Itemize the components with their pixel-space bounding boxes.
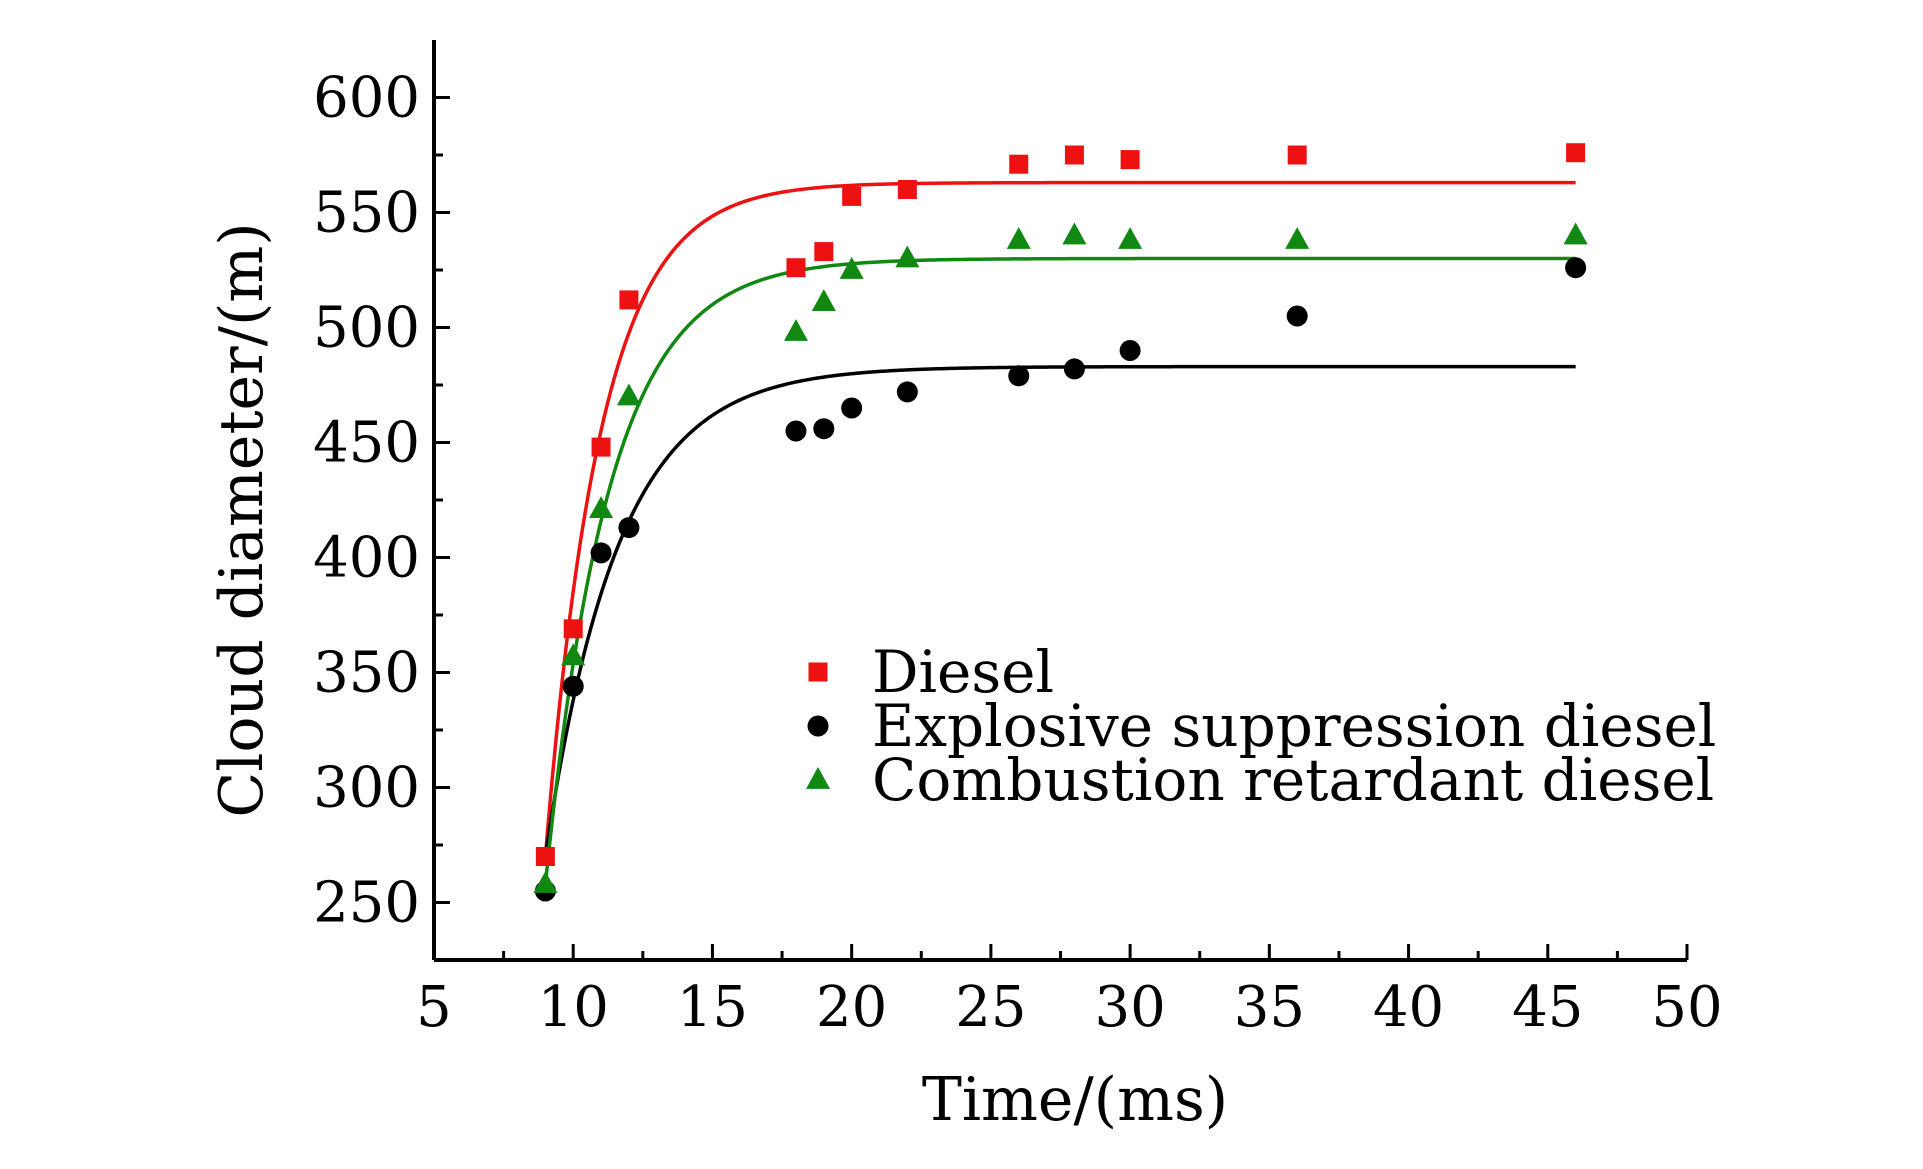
x-tick-label: 15 xyxy=(677,975,748,1040)
data-point-circle xyxy=(1565,257,1587,279)
data-point-circle xyxy=(618,517,640,539)
data-point-square xyxy=(786,258,806,278)
y-tick-label: 500 xyxy=(313,296,420,361)
data-point-square xyxy=(897,180,917,199)
x-tick-label: 20 xyxy=(816,975,887,1040)
data-point-square xyxy=(842,186,862,206)
data-point-square xyxy=(1009,154,1029,174)
data-point-triangle xyxy=(783,319,808,341)
data-point-triangle xyxy=(533,871,558,893)
x-axis-title: Time/(ms) xyxy=(922,1065,1228,1135)
data-point-triangle xyxy=(616,383,641,406)
data-point-triangle xyxy=(1062,222,1087,245)
data-point-square xyxy=(619,290,639,310)
x-tick-label: 50 xyxy=(1651,975,1722,1040)
x-tick-label: 45 xyxy=(1512,975,1583,1040)
data-point-circle xyxy=(1119,340,1141,361)
x-tick-label: 30 xyxy=(1094,975,1165,1040)
data-points xyxy=(533,143,1588,902)
data-point-circle xyxy=(1286,305,1308,327)
data-point-square xyxy=(563,619,583,639)
data-point-triangle xyxy=(839,256,864,279)
data-point-triangle xyxy=(1563,222,1588,245)
legend-marker-square xyxy=(808,662,828,682)
fit-curve-square xyxy=(543,180,1576,857)
data-point-triangle xyxy=(1118,227,1143,249)
data-point-circle xyxy=(590,542,612,564)
data-point-square xyxy=(591,437,611,457)
data-point-square xyxy=(1566,143,1586,163)
y-tick-label: 250 xyxy=(313,871,420,936)
legend-marker-circle xyxy=(807,715,829,737)
y-tick-label: 300 xyxy=(313,756,420,821)
fit-curve-triangle xyxy=(543,256,1576,885)
legend-label: Combustion retardant diesel xyxy=(872,746,1714,814)
axes: 5 10 15 20 25 30 35 40 45 50 250 300 350 400 450 500 550… xyxy=(313,40,1723,1040)
data-point-circle xyxy=(1063,358,1085,380)
y-tick-label: 350 xyxy=(313,641,420,706)
legend-marker-triangle xyxy=(806,766,830,789)
data-point-triangle xyxy=(1285,227,1310,249)
data-point-square xyxy=(1287,145,1307,165)
y-tick-label: 550 xyxy=(313,181,420,246)
data-point-triangle xyxy=(811,289,836,312)
x-tick-label: 10 xyxy=(538,975,609,1040)
y-tick-label: 400 xyxy=(313,526,420,591)
data-point-circle xyxy=(813,418,835,440)
x-tick-label: 40 xyxy=(1373,975,1444,1040)
legend-label: Explosive suppression diesel xyxy=(872,692,1716,760)
y-tick-label: 450 xyxy=(313,411,420,476)
data-point-triangle xyxy=(561,643,586,666)
data-point-triangle xyxy=(1006,227,1031,249)
data-point-triangle xyxy=(895,245,920,268)
data-point-circle xyxy=(841,397,863,419)
fit-curves xyxy=(543,180,1576,885)
legend-label: Diesel xyxy=(872,638,1054,706)
x-tick-label: 5 xyxy=(416,975,452,1040)
data-point-square xyxy=(1064,145,1084,165)
data-point-triangle xyxy=(589,496,614,519)
y-axis-title: Cloud diameter/(m) xyxy=(207,222,277,817)
data-point-circle xyxy=(785,420,807,442)
x-tick-label: 35 xyxy=(1234,975,1305,1040)
data-point-circle xyxy=(562,675,584,697)
data-point-circle xyxy=(1008,365,1030,387)
data-point-circle xyxy=(896,381,918,403)
x-tick-label: 25 xyxy=(955,975,1026,1040)
y-tick-label: 600 xyxy=(313,66,420,131)
data-point-square xyxy=(814,242,834,262)
data-point-square xyxy=(535,847,555,866)
data-point-square xyxy=(1120,150,1140,170)
fit-curve-circle xyxy=(543,364,1576,857)
